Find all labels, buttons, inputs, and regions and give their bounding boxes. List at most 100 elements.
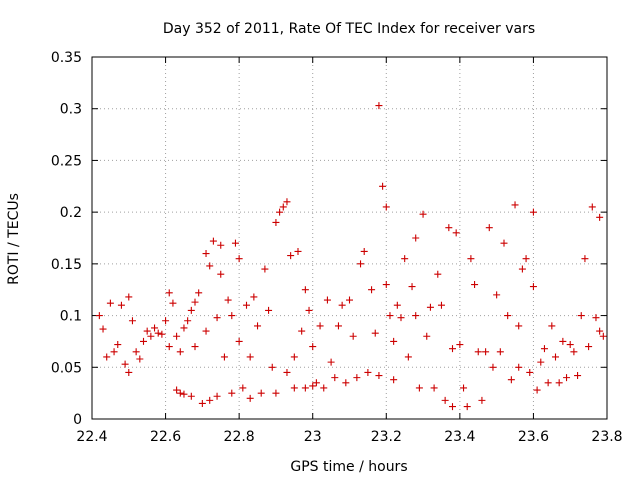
data-points — [95, 102, 607, 411]
data-point — [382, 203, 390, 211]
axis-ticks: 22.4 22.6 22.8 23 23.2 23.4 23.6 23.8 0 0.05 0.1 0.… — [51, 50, 623, 445]
data-point — [290, 353, 298, 361]
x-tick-label: 22.8 — [224, 429, 255, 445]
data-point — [301, 286, 309, 294]
data-point — [346, 296, 353, 304]
data-point — [117, 301, 125, 309]
data-point — [154, 329, 162, 337]
x-tick-label: 22.4 — [76, 429, 107, 445]
data-point — [176, 348, 184, 356]
data-point — [132, 348, 140, 356]
data-point — [272, 218, 280, 226]
data-point — [386, 312, 394, 320]
data-point — [526, 368, 534, 376]
data-point — [478, 396, 486, 404]
data-point — [209, 237, 217, 245]
data-point — [529, 208, 537, 216]
data-point — [574, 372, 582, 380]
data-point — [283, 368, 291, 376]
data-point — [471, 281, 479, 289]
data-point — [176, 389, 184, 397]
data-point — [184, 317, 192, 325]
data-point — [449, 345, 456, 353]
y-tick-label: 0.1 — [60, 309, 82, 325]
data-point — [559, 337, 567, 345]
data-point — [290, 384, 298, 392]
data-point — [136, 355, 144, 363]
data-point — [254, 322, 262, 330]
data-point — [585, 343, 593, 351]
data-point — [577, 312, 585, 320]
data-point — [312, 379, 320, 387]
data-point — [114, 341, 122, 349]
data-point — [581, 255, 589, 263]
data-point — [217, 241, 225, 249]
data-point — [390, 337, 398, 345]
data-point — [165, 289, 173, 297]
x-tick-label: 23.6 — [518, 429, 549, 445]
data-point — [485, 224, 493, 232]
data-point — [239, 384, 247, 392]
data-point — [202, 250, 210, 258]
data-point — [180, 390, 188, 398]
data-point — [235, 255, 243, 263]
data-point — [412, 234, 420, 242]
chart-title: Day 352 of 2011, Rate Of TEC Index for r… — [163, 21, 535, 37]
data-point — [552, 353, 559, 361]
data-point — [151, 324, 159, 332]
data-point — [125, 293, 133, 301]
data-point — [187, 392, 195, 400]
data-point — [235, 337, 243, 345]
data-point — [382, 281, 390, 289]
data-point — [467, 255, 475, 263]
data-point — [441, 396, 449, 404]
data-point — [143, 327, 151, 335]
x-tick-label: 23.4 — [444, 429, 475, 445]
data-point — [368, 286, 376, 294]
data-point — [103, 353, 111, 361]
data-point — [507, 376, 515, 384]
data-point — [173, 386, 181, 394]
data-point — [434, 270, 442, 278]
data-point — [298, 327, 306, 335]
y-tick-label: 0 — [73, 412, 82, 428]
data-point — [283, 198, 291, 206]
data-point — [460, 384, 468, 392]
data-point — [500, 239, 508, 247]
data-point — [566, 341, 574, 349]
data-point — [180, 324, 188, 332]
data-point — [452, 229, 460, 237]
data-point — [511, 201, 519, 209]
y-tick-label: 0.15 — [51, 257, 82, 273]
data-point — [334, 322, 342, 330]
x-tick-label: 22.6 — [150, 429, 181, 445]
data-point — [456, 341, 464, 349]
data-point — [99, 325, 107, 333]
y-tick-label: 0.05 — [51, 360, 82, 376]
data-point — [195, 289, 203, 297]
data-point — [393, 301, 401, 309]
data-point — [250, 293, 258, 301]
data-point — [165, 343, 173, 351]
data-point — [415, 384, 423, 392]
data-point — [287, 252, 295, 260]
data-point — [169, 299, 177, 307]
y-tick-label: 0.3 — [60, 102, 82, 118]
data-point — [121, 360, 129, 368]
data-point — [563, 374, 571, 382]
data-point — [224, 296, 232, 304]
data-point — [261, 265, 269, 273]
data-point — [412, 312, 420, 320]
data-point — [140, 337, 147, 345]
data-point — [349, 332, 357, 340]
data-point — [213, 314, 221, 322]
data-point — [342, 379, 350, 387]
data-point — [206, 396, 214, 404]
data-point — [529, 283, 537, 291]
data-point — [110, 348, 118, 356]
data-point — [401, 255, 409, 263]
x-tick-label: 23 — [304, 429, 322, 445]
data-point — [445, 224, 453, 232]
data-point — [449, 403, 456, 411]
data-point — [537, 358, 545, 366]
